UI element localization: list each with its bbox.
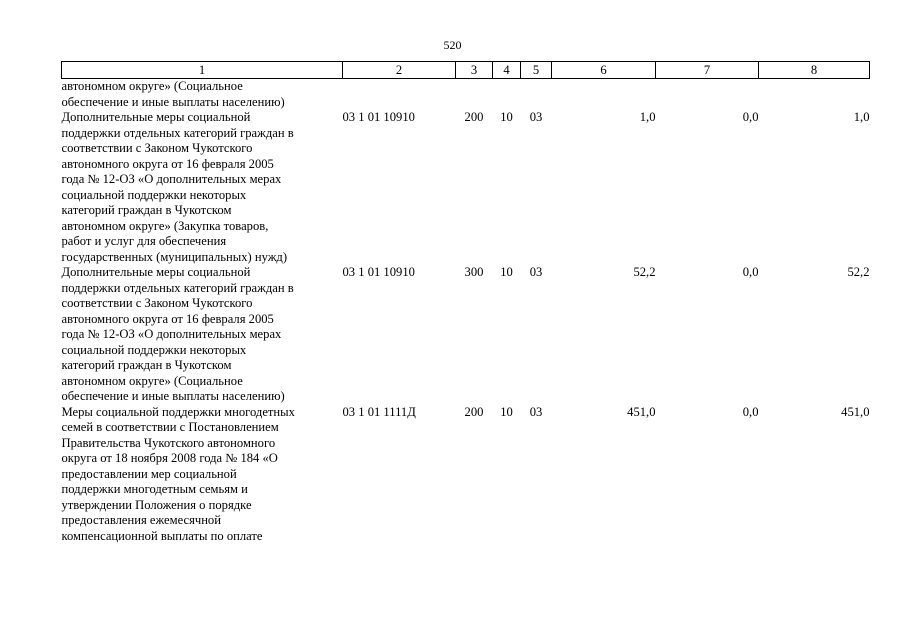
name-line: автономного округа от 16 февраля 2005 — [61, 311, 274, 326]
name-line: обеспечение и иные выплаты населению) — [61, 94, 285, 109]
name-line: поддержки отдельных категорий граждан в — [61, 125, 294, 140]
csr-code-cell: 03 1 01 1111Д — [342, 404, 416, 419]
amount-col8-cell: 52,2 — [847, 265, 870, 279]
name-line: автономном округе» (Закупка товаров, — [61, 218, 269, 233]
amount-col8-cell: 451,0 — [841, 404, 870, 419]
name-line: обеспечение и иные выплаты населению) — [61, 389, 285, 403]
column-header-5: 5 — [520, 61, 552, 79]
name-line: категорий граждан в Чукотском — [61, 203, 232, 217]
csr-code-cell: 03 1 01 10910 — [342, 110, 415, 124]
name-line: года № 12-ОЗ «О дополнительных мерах — [61, 172, 282, 186]
column-header-8: 8 — [758, 61, 870, 79]
amount-col7-cell: 0,0 — [742, 404, 759, 419]
amount-col8-cell: 1,0 — [853, 110, 870, 124]
rz-code-cell: 10 — [500, 265, 513, 279]
name-line: округа от 18 ноября 2008 года № 184 «О — [61, 451, 278, 465]
rz-code-cell: 10 — [500, 110, 513, 124]
name-line: года № 12-ОЗ «О дополнительных мерах — [61, 327, 282, 341]
column-header-1: 1 — [61, 61, 343, 79]
csr-code-cell: 03 1 01 10910 — [342, 265, 415, 279]
vr-code-cell: 200 — [464, 404, 484, 419]
column-header-4: 4 — [492, 61, 521, 79]
name-line: Меры социальной поддержки многодетных — [61, 404, 295, 419]
name-line: Дополнительные меры социальной — [61, 110, 251, 124]
page-number: 520 — [443, 38, 462, 52]
row-name-cell: Дополнительные меры социальной поддержки… — [62, 265, 343, 405]
rz-code-cell: 10 — [500, 404, 513, 419]
name-line: компенсационной выплаты по оплате — [61, 528, 263, 543]
vr-code-cell: 300 — [464, 265, 484, 279]
name-line: автономном округе» (Социальное — [61, 373, 243, 388]
name-line: автономного округа от 16 февраля 2005 — [61, 156, 274, 171]
name-line: государственных (муниципальных) нужд) — [61, 249, 288, 264]
column-header-6: 6 — [551, 61, 656, 79]
budget-table: 1 2 3 4 5 6 7 8 автономном округе» (Соци… — [61, 61, 870, 544]
column-header-2: 2 — [342, 61, 456, 79]
amount-col6-cell: 52,2 — [633, 265, 656, 279]
name-line: предоставлении мер социальной — [61, 466, 237, 481]
amount-col6-cell: 1,0 — [639, 110, 656, 124]
amount-col7-cell: 0,0 — [742, 110, 759, 124]
row-name-cell: Меры социальной поддержки многодетных се… — [62, 405, 343, 545]
pr-code-cell: 03 — [529, 110, 543, 124]
name-line: поддержки отдельных категорий граждан в — [61, 280, 294, 295]
table-row: Меры социальной поддержки многодетных се… — [62, 405, 870, 545]
name-line: категорий граждан в Чукотском — [61, 358, 232, 372]
name-line: автономном округе» (Социальное — [61, 79, 243, 93]
name-line: Дополнительные меры социальной — [61, 265, 251, 279]
amount-col7-cell: 0,0 — [742, 265, 759, 279]
name-line: семей в соответствии с Постановлением — [61, 420, 279, 434]
column-number-header-row: 1 2 3 4 5 6 7 8 — [61, 61, 870, 79]
table-row: Дополнительные меры социальной поддержки… — [62, 265, 870, 405]
name-line: социальной поддержки некоторых — [61, 187, 247, 202]
name-line: соответствии с Законом Чукотского — [61, 141, 253, 155]
name-line: поддержки многодетным семьям и — [61, 482, 248, 496]
name-line: соответствии с Законом Чукотского — [61, 296, 253, 310]
table-row-continuation: автономном округе» (Социальное обеспечен… — [62, 79, 870, 111]
name-line: утверждении Положения о порядке — [61, 497, 252, 512]
vr-code-cell: 200 — [464, 110, 484, 124]
name-line: работ и услуг для обеспечения — [61, 234, 227, 248]
column-header-7: 7 — [655, 61, 759, 79]
name-line: предоставления ежемесячной — [61, 513, 221, 527]
table-row: Дополнительные меры социальной поддержки… — [62, 110, 870, 265]
name-line: социальной поддержки некоторых — [61, 342, 247, 357]
name-line: Правительства Чукотского автономного — [61, 435, 276, 450]
pr-code-cell: 03 — [529, 265, 543, 279]
pr-code-cell: 03 — [529, 404, 543, 419]
row-name-cell: автономном округе» (Социальное обеспечен… — [62, 79, 343, 111]
row-name-cell: Дополнительные меры социальной поддержки… — [62, 110, 343, 265]
amount-col6-cell: 451,0 — [627, 404, 656, 419]
column-header-3: 3 — [455, 61, 493, 79]
